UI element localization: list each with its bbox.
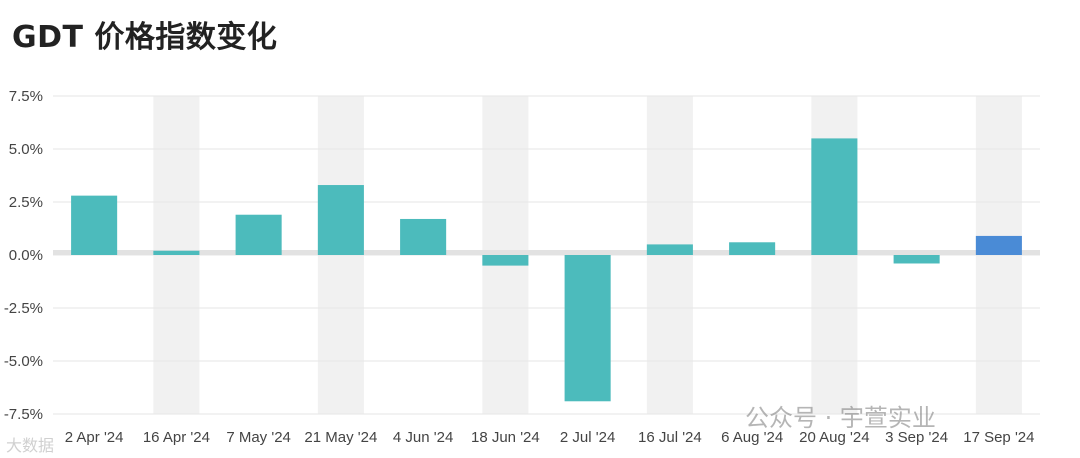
bar — [893, 255, 940, 264]
y-tick-label: 5.0% — [9, 141, 43, 158]
x-tick-label: 2 Jul '24 — [560, 429, 615, 446]
x-tick-label: 16 Apr '24 — [143, 429, 210, 446]
y-tick-label: -7.5% — [4, 406, 43, 423]
x-tick-label: 2 Apr '24 — [65, 429, 124, 446]
x-tick-label: 4 Jun '24 — [393, 429, 453, 446]
x-tick-label: 21 May '24 — [304, 429, 377, 446]
x-tick-label: 7 May '24 — [226, 429, 291, 446]
watermark-text: 公众号 · 宇萱实业 — [745, 404, 936, 432]
y-tick-label: -2.5% — [4, 300, 43, 317]
y-tick-label: -5.0% — [4, 353, 43, 370]
bar — [564, 255, 611, 402]
bar — [975, 235, 1022, 255]
bar — [811, 138, 858, 255]
y-tick-label: 7.5% — [9, 88, 43, 105]
y-tick-label: 0.0% — [9, 247, 43, 264]
bar — [71, 195, 118, 255]
y-axis-ticks: 7.5% 5.0% 2.5% 0.0% -2.5% -5.0% -7.5% — [4, 88, 43, 423]
bar — [482, 255, 529, 266]
x-tick-label: 18 Jun '24 — [471, 429, 540, 446]
x-tick-label: 17 Sep '24 — [963, 429, 1034, 446]
bars — [71, 138, 1022, 402]
x-axis-ticks: 2 Apr '24 16 Apr '24 7 May '24 21 May '24 4 … — [65, 429, 1035, 446]
x-tick-label: 6 Aug '24 — [721, 429, 783, 446]
bar — [729, 242, 776, 255]
x-tick-label: 3 Sep '24 — [885, 429, 948, 446]
bar — [317, 185, 364, 255]
zero-band — [53, 250, 1040, 255]
y-tick-label: 2.5% — [9, 194, 43, 211]
bar — [153, 250, 200, 255]
bar — [646, 244, 693, 255]
x-tick-label: 20 Aug '24 — [799, 429, 869, 446]
bar — [235, 214, 282, 255]
chart-title: GDT 价格指数变化 — [12, 20, 278, 55]
x-tick-label: 16 Jul '24 — [638, 429, 702, 446]
zero-line — [53, 250, 1040, 255]
watermark-small-text: 大数据 — [6, 436, 55, 455]
bar — [400, 218, 447, 255]
